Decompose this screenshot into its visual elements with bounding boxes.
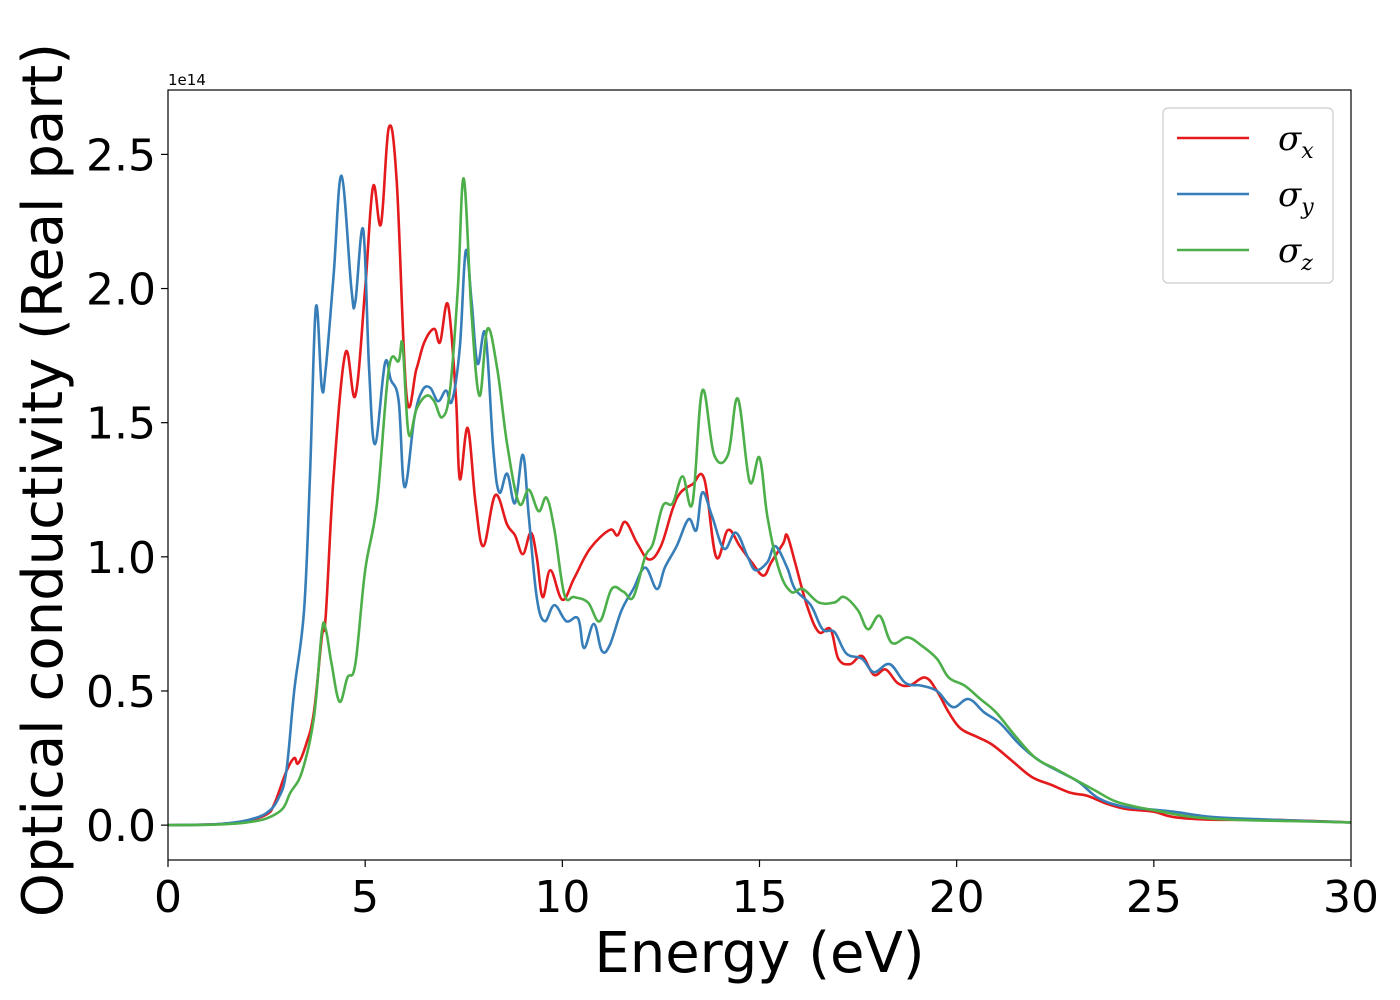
y-tick-label: 1.0 [86, 533, 156, 584]
series-layer [167, 124, 1352, 827]
y-tick-label: 1.5 [86, 399, 156, 450]
x-tick-label: 25 [1126, 872, 1182, 923]
y-tick-label: 2.5 [86, 130, 156, 181]
legend-label-sigma-y: σy [1278, 175, 1314, 220]
x-tick-label: 5 [351, 872, 379, 923]
y-axis-ticks: 0.0 0.5 1.0 1.5 2.0 2.5 [86, 130, 168, 852]
x-axis-ticks: 0 5 10 15 20 25 30 [154, 860, 1379, 923]
legend-label-sigma-x: σx [1278, 119, 1314, 164]
legend: σx σy σz [1162, 107, 1334, 284]
x-tick-label: 15 [732, 872, 788, 923]
series-line-sigma-z [167, 177, 1352, 827]
y-tick-label: 0.0 [86, 801, 156, 852]
x-tick-label: 20 [929, 872, 985, 923]
legend-frame [1162, 107, 1334, 284]
x-tick-label: 30 [1323, 872, 1379, 923]
y-tick-label: 0.5 [86, 667, 156, 718]
y-tick-label: 2.0 [86, 265, 156, 316]
series-line-sigma-x [167, 124, 1352, 827]
x-axis-label: Energy (eV) [594, 921, 924, 986]
y-axis-label: Optical conductivity (Real part) [11, 43, 76, 917]
y-axis-offset-text: 1e14 [168, 71, 206, 89]
series-line-sigma-y [167, 174, 1352, 827]
x-tick-label: 0 [154, 872, 182, 923]
legend-label-sigma-z: σz [1278, 231, 1313, 276]
x-tick-label: 10 [534, 872, 590, 923]
